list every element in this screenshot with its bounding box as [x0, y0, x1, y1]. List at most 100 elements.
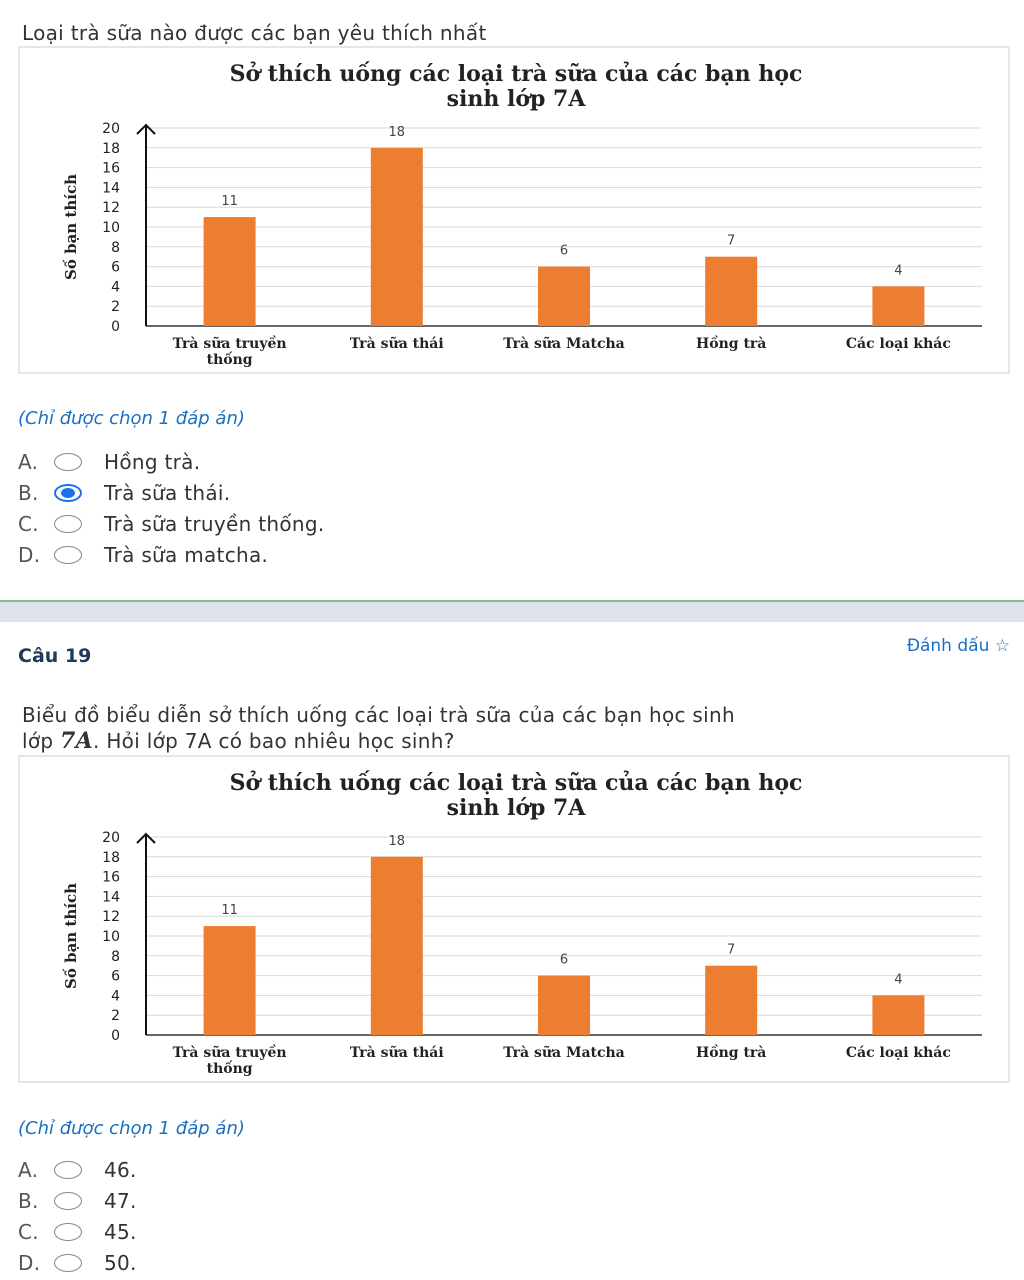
question-separator [0, 600, 1024, 622]
radio-dot [61, 488, 75, 498]
y-tick-label: 18 [102, 141, 120, 157]
option-label: Hồng trà. [104, 450, 201, 474]
x-tick-label: Hồng trà [696, 1044, 766, 1061]
bar [872, 995, 925, 1035]
option-a[interactable]: A. Hồng trà. [18, 448, 200, 476]
y-tick-label: 10 [102, 929, 120, 945]
option-letter: A. [18, 450, 39, 474]
chart-title-line1: Sở thích uống các loại trà sữa của các b… [230, 61, 803, 87]
x-tick-label: thống [207, 1059, 253, 1077]
data-label: 7 [727, 943, 735, 958]
y-tick-label: 12 [102, 200, 120, 216]
radio-button[interactable] [54, 546, 82, 564]
y-tick-label: 8 [111, 240, 120, 256]
y-tick-label: 6 [111, 969, 120, 985]
y-tick-label: 6 [111, 260, 120, 276]
radio-button[interactable] [54, 1254, 82, 1272]
bar [538, 975, 590, 1035]
data-label: 6 [560, 244, 568, 259]
y-axis-label: Số bạn thích [62, 883, 80, 989]
radio-button[interactable] [54, 453, 82, 471]
option-d[interactable]: D. Trà sữa matcha. [18, 541, 268, 569]
option-a[interactable]: A. 46. [18, 1156, 137, 1184]
x-tick-label: Trà sữa Matcha [503, 335, 625, 352]
option-letter: D. [18, 543, 41, 567]
bar [872, 286, 925, 326]
radio-button[interactable] [54, 1161, 82, 1179]
option-c[interactable]: C. 45. [18, 1218, 137, 1246]
option-letter: B. [18, 1189, 39, 1213]
y-axis-label: Số bạn thích [62, 174, 80, 280]
data-label: 11 [221, 903, 238, 918]
option-label: 46. [104, 1158, 137, 1182]
x-tick-label: Hồng trà [696, 335, 766, 352]
question-text: Biểu đồ biểu diễn sở thích uống các loại… [22, 702, 1002, 754]
option-b[interactable]: B. 47. [18, 1187, 137, 1215]
radio-button[interactable] [54, 1223, 82, 1241]
data-label: 4 [894, 263, 902, 278]
bar [370, 856, 423, 1035]
bar-chart: Sở thích uống các loại trà sữa của các b… [62, 770, 982, 1077]
answer-hint: (Chỉ được chọn 1 đáp án) [18, 408, 245, 429]
y-tick-label: 20 [102, 830, 120, 846]
bar [203, 217, 256, 326]
flag-question-button[interactable]: Đánh dấu ☆ [907, 636, 1010, 656]
option-letter: C. [18, 512, 39, 536]
y-tick-label: 16 [102, 161, 120, 177]
option-b[interactable]: B. Trà sữa thái. [18, 479, 230, 507]
bar [705, 256, 758, 326]
y-tick-label: 4 [111, 988, 120, 1004]
y-axis-arrow [136, 123, 156, 135]
bar-chart: Sở thích uống các loại trà sữa của các b… [62, 61, 982, 368]
x-tick-label: Trà sữa truyền [173, 1044, 287, 1061]
option-c[interactable]: C. Trà sữa truyền thống. [18, 510, 325, 538]
question-text: Loại trà sữa nào được các bạn yêu thích … [22, 21, 487, 45]
radio-button[interactable] [54, 515, 82, 533]
option-label: 50. [104, 1251, 137, 1275]
option-letter: C. [18, 1220, 39, 1244]
y-tick-label: 14 [102, 180, 120, 196]
y-tick-label: 18 [102, 850, 120, 866]
option-label: Trà sữa thái. [104, 481, 231, 505]
y-tick-label: 14 [102, 889, 120, 905]
option-d[interactable]: D. 50. [18, 1249, 137, 1277]
option-label: 47. [104, 1189, 137, 1213]
data-label: 4 [894, 972, 902, 987]
x-tick-label: thống [207, 350, 253, 368]
option-label: Trà sữa truyền thống. [104, 512, 325, 536]
y-tick-label: 0 [111, 319, 120, 335]
question-number: Câu 19 [18, 645, 92, 667]
data-label: 18 [389, 125, 406, 140]
x-tick-label: Trà sữa thái [350, 1044, 444, 1061]
option-label: 45. [104, 1220, 137, 1244]
x-tick-label: Các loại khác [846, 1045, 951, 1061]
chart-container: Sở thích uống các loại trà sữa của các b… [18, 46, 1010, 374]
data-label: 18 [389, 834, 406, 849]
question-text-line1: Biểu đồ biểu diễn sở thích uống các loại… [22, 703, 735, 727]
chart-container: Sở thích uống các loại trà sữa của các b… [18, 755, 1010, 1083]
flag-label: Đánh dấu [906, 636, 990, 656]
option-letter: D. [18, 1251, 41, 1275]
bar [203, 926, 256, 1035]
bar [705, 965, 758, 1035]
chart-title-line1: Sở thích uống các loại trà sữa của các b… [230, 770, 803, 796]
bar [538, 266, 590, 326]
y-tick-label: 4 [111, 279, 120, 295]
question-text-line2: lớp 7A. Hỏi lớp 7A có bao nhiêu học sinh… [22, 728, 1002, 754]
option-letter: A. [18, 1158, 39, 1182]
x-tick-label: Các loại khác [846, 336, 951, 352]
y-tick-label: 20 [102, 121, 120, 137]
data-label: 7 [727, 234, 735, 249]
option-label: Trà sữa matcha. [104, 543, 269, 567]
x-tick-label: Trà sữa thái [350, 335, 444, 352]
y-tick-label: 2 [111, 299, 120, 315]
radio-button-selected[interactable] [54, 484, 82, 502]
y-tick-label: 2 [111, 1008, 120, 1024]
radio-button[interactable] [54, 1192, 82, 1210]
y-tick-label: 16 [102, 870, 120, 886]
y-axis-arrow [136, 832, 156, 844]
bar [370, 147, 423, 326]
y-tick-label: 8 [111, 949, 120, 965]
x-tick-label: Trà sữa Matcha [503, 1044, 625, 1061]
y-tick-label: 0 [111, 1028, 120, 1044]
